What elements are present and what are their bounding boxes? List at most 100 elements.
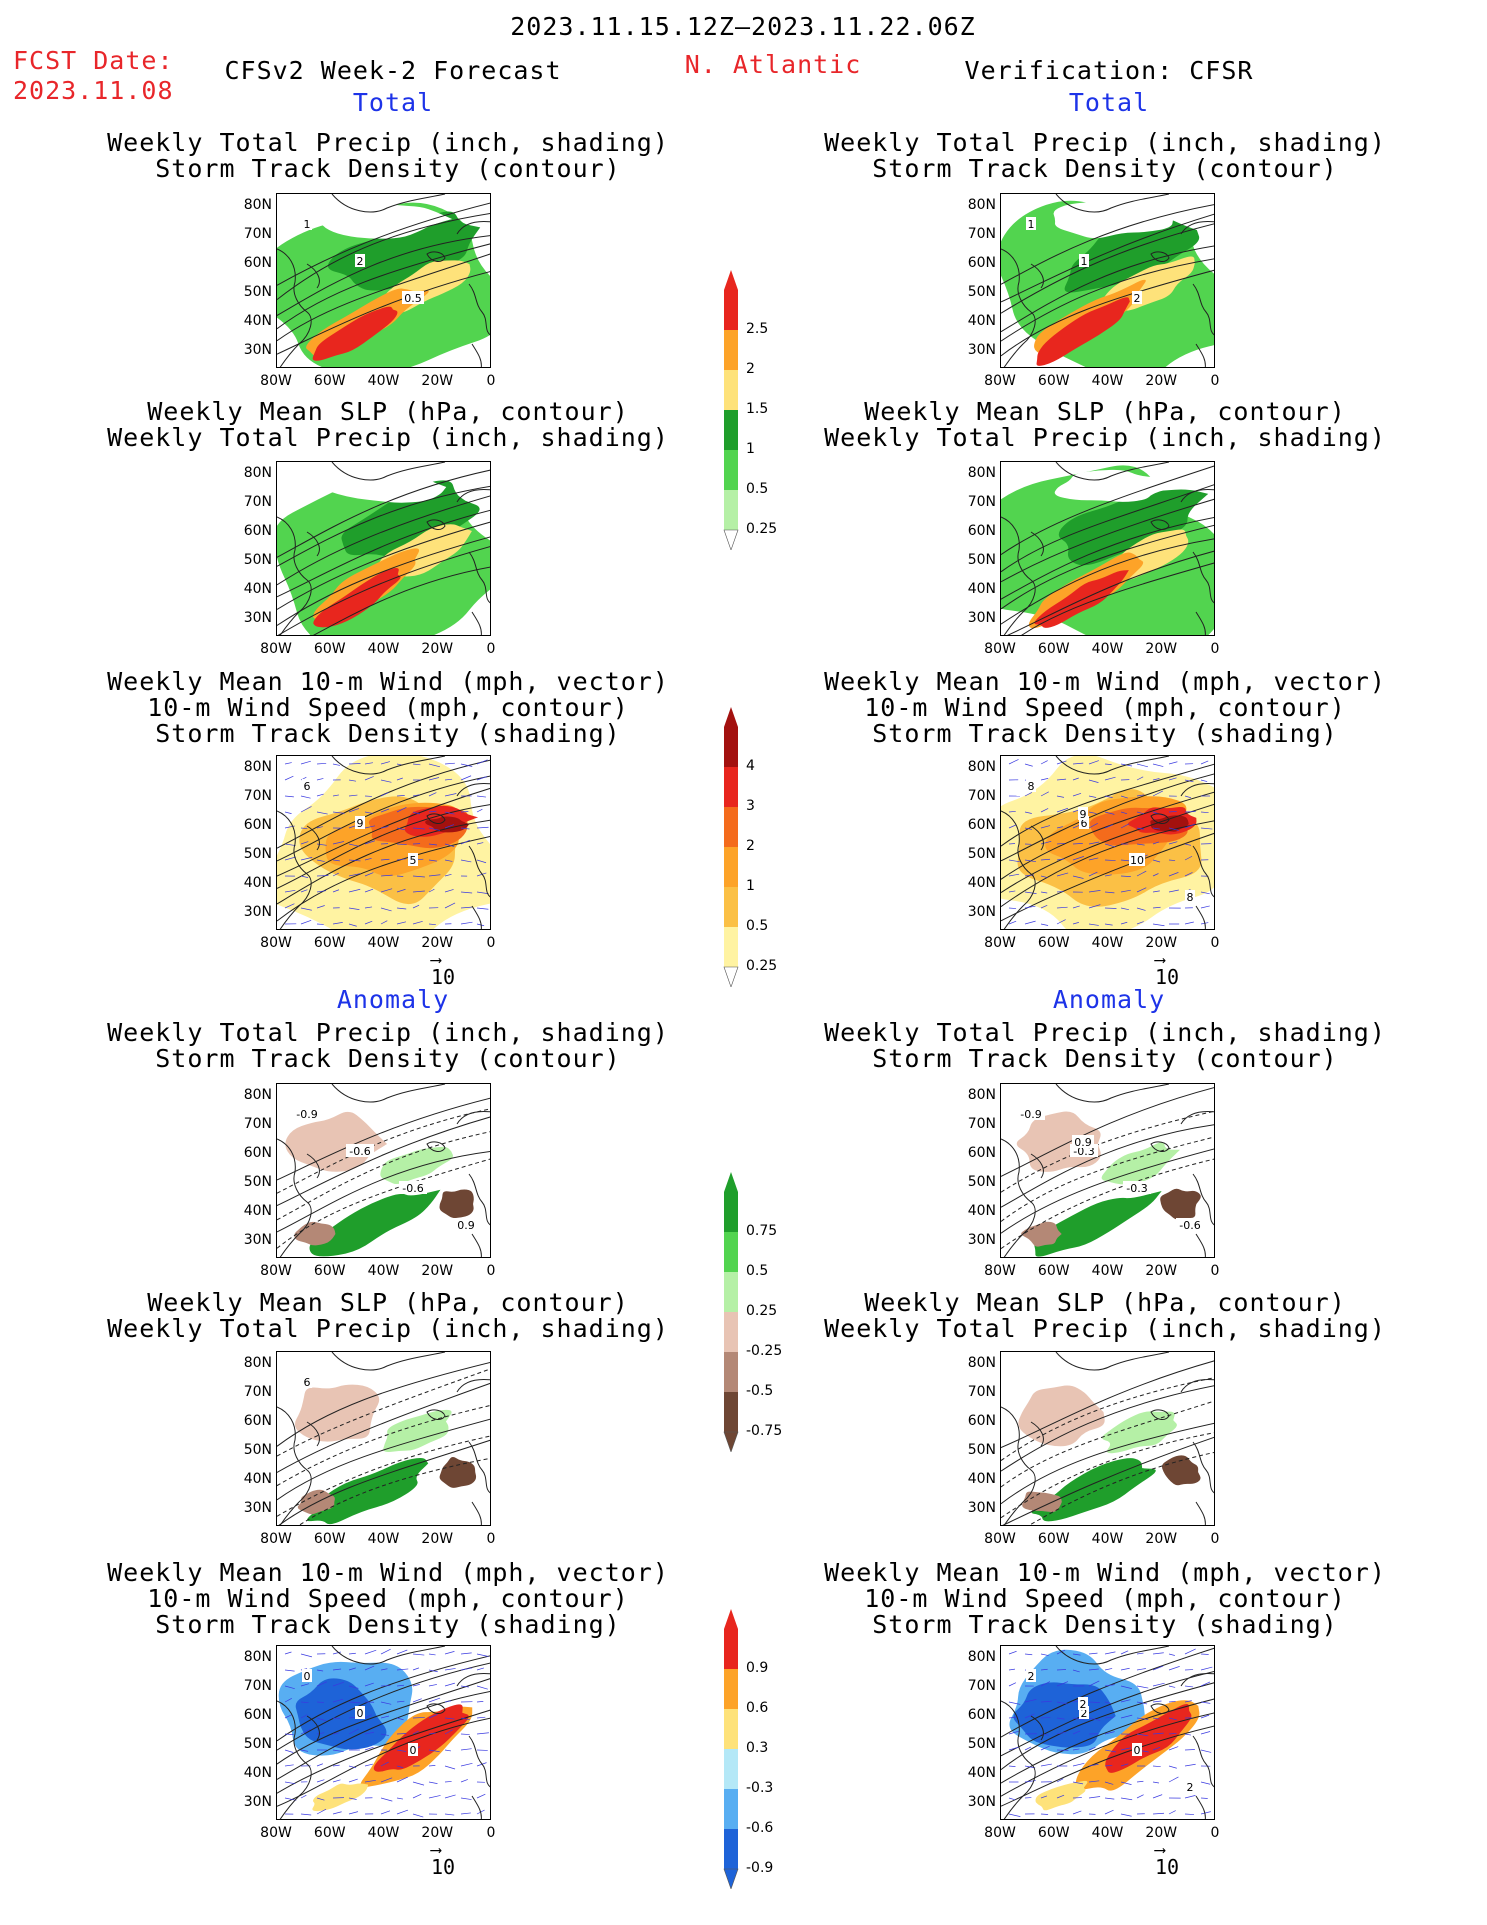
wind-vector [1184,795,1192,799]
contour-line [277,1717,490,1807]
wind-vector [348,859,361,862]
wind-vector [444,1682,455,1687]
wind-vector [284,1764,294,1767]
coastline [1150,251,1170,262]
wind-vector [1008,824,1016,829]
wind-vector [1120,823,1130,829]
colorbar-swatch [724,767,738,807]
panel-title: Weekly Mean 10-m Wind (mph, vector) [824,1558,1386,1587]
precip-fill [1102,1411,1177,1454]
wind-vector [1088,890,1101,893]
lat-tick-label: 60N [243,1413,272,1429]
contour-label: -0.6 [399,1181,427,1195]
track-fill [312,1783,369,1812]
coastline [1150,813,1170,824]
wind-vector [1072,762,1084,765]
wind-vector [364,857,372,861]
wind-vector [284,1749,294,1753]
lon-tick-label: 0 [486,935,496,951]
lat-tick-label: 70N [967,788,996,804]
contour-line [277,1368,490,1457]
wind-vector [1072,793,1082,797]
lat-tick-label: 80N [243,1649,272,1665]
contour-label: -0.9 [293,1107,321,1121]
coastline [1001,516,1036,635]
wind-vector [300,1794,307,1799]
contour-line [277,521,490,610]
coastline [1001,1138,1036,1257]
wind-vector [444,811,455,815]
wind-vector [396,1717,404,1721]
wind-vector [412,1781,425,1786]
wind-vector [1136,907,1146,911]
wind-vector [1152,778,1160,781]
lat-tick-label: 70N [243,1116,272,1132]
wind-vector [1008,1650,1017,1655]
colorbar-swatch [724,927,738,967]
wind-vector [316,811,328,815]
wind-vector [1120,1685,1132,1689]
verification-title: Verification: CFSR [964,56,1254,85]
wind-vector [1088,923,1099,926]
wind-vector [1136,1685,1149,1689]
lat-tick-label: 80N [243,1087,272,1103]
contour-line [277,495,490,586]
wind-vector [348,1667,356,1671]
wind-vector [332,1749,344,1752]
contour-label: 6 [1079,816,1089,830]
colorbar-label: 0.9 [746,1660,769,1676]
svg-text:-0.6: -0.6 [349,1145,370,1158]
contour-label: 6 [302,1375,312,1389]
contour-line [1001,465,1214,555]
wind-vector [1184,1648,1196,1655]
coastline [1150,519,1170,530]
colorbar-label: -0.25 [746,1343,783,1359]
lat-tick-label: 50N [243,1174,272,1190]
colorbar-label: 0.25 [746,958,778,974]
wind-vector [1200,891,1210,895]
precip-fill [313,568,401,628]
panel-title: 10-m Wind Speed (mph, contour) [864,1584,1346,1613]
wind-vector [1024,763,1033,767]
wind-vector [300,776,307,781]
lon-tick-label: 0 [1210,641,1220,657]
contour-label: 2 [1078,1697,1088,1711]
contour-line [277,485,490,567]
contour-label: 1 [1079,254,1089,268]
wind-vector [1104,1716,1115,1719]
wind-vector [1072,875,1084,879]
wind-vector [348,763,361,765]
wind-vector [396,827,405,831]
wind-vector [1136,1780,1144,1783]
wind-vector [300,889,308,893]
colorbar-label: 1 [746,441,755,457]
contour-line [277,546,490,635]
wind-vector [396,1765,404,1768]
lon-tick-label: 40W [367,373,400,389]
wind-vector [1024,792,1033,797]
svg-text:6: 6 [304,1376,311,1389]
coastline [456,221,490,235]
contour-line [1001,1377,1214,1461]
lat-tick-label: 30N [967,904,996,920]
colorbar-swatch [724,410,738,450]
wind-vector [380,792,389,797]
wind-vector [348,1765,357,1769]
colorbar-label: -0.6 [746,1820,774,1836]
lat-tick-label: 40N [967,313,996,329]
wind-vector [364,840,376,845]
contour-label: 2 [1026,1669,1036,1683]
contour-label: 2 [1132,291,1142,305]
wind-vector [316,1669,324,1672]
colorbar-label: -0.9 [746,1860,774,1876]
lon-tick-label: 40W [1091,373,1124,389]
coastline [1180,1111,1214,1125]
wind-vector [284,1651,292,1655]
colorbar-swatch [724,450,738,490]
wind-vector [300,919,312,925]
contour-label: 2 [1079,1706,1089,1720]
wind-vector [300,795,311,799]
coastline [456,1111,490,1125]
contour-line [277,271,490,355]
lat-tick-label: 70N [243,1384,272,1400]
